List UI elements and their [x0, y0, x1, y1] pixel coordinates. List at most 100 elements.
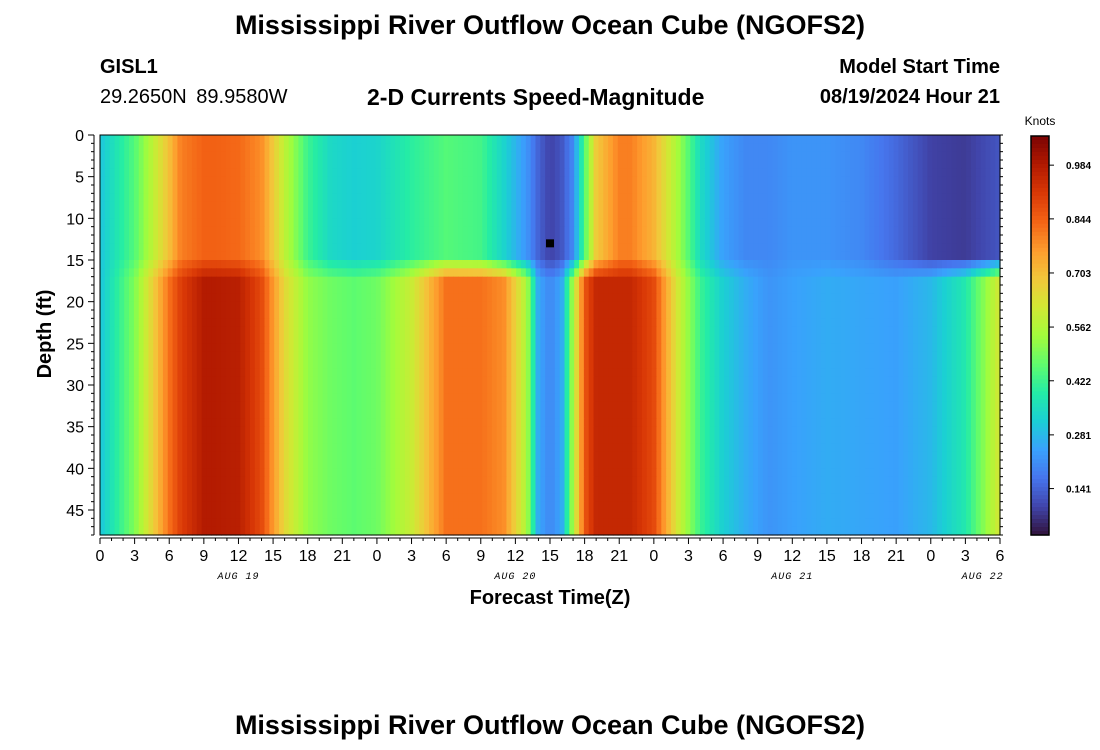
- heatmap-cell: [433, 301, 440, 311]
- heatmap-cell: [162, 351, 169, 361]
- heatmap-cell: [690, 201, 696, 211]
- heatmap-cell: [995, 168, 1001, 178]
- heatmap-cell: [250, 210, 256, 219]
- heatmap-cell: [680, 210, 687, 219]
- heatmap-cell: [216, 251, 222, 261]
- heatmap-cell: [593, 160, 599, 169]
- heatmap-cell: [104, 151, 111, 161]
- heatmap-cell: [622, 201, 629, 211]
- heatmap-cell: [966, 326, 972, 336]
- heatmap-cell: [709, 301, 716, 311]
- heatmap-cell: [133, 276, 140, 286]
- heatmap-cell: [472, 260, 479, 269]
- heatmap-cell: [825, 251, 832, 261]
- heatmap-cell: [680, 143, 687, 153]
- heatmap-cell: [835, 218, 841, 228]
- heatmap-cell: [898, 243, 904, 253]
- heatmap-cell: [574, 268, 580, 278]
- heatmap-cell: [651, 160, 658, 169]
- heatmap-cell: [608, 351, 614, 361]
- heatmap-cell: [254, 260, 261, 269]
- heatmap-cell: [859, 201, 866, 211]
- heatmap-cell: [966, 135, 972, 144]
- heatmap-cell: [516, 335, 522, 344]
- heatmap-cell: [651, 201, 658, 211]
- heatmap-cell: [100, 210, 106, 219]
- heatmap-cell: [298, 151, 304, 161]
- heatmap-cell: [738, 343, 745, 353]
- heatmap-cell: [569, 310, 575, 319]
- heatmap-cell: [337, 268, 343, 278]
- heatmap-cell: [390, 210, 396, 219]
- heatmap-cell: [472, 268, 479, 278]
- heatmap-cell: [385, 226, 391, 236]
- heatmap-cell: [462, 176, 469, 186]
- heatmap-cell: [922, 326, 929, 336]
- heatmap-cell: [148, 135, 154, 144]
- heatmap-cell: [443, 151, 449, 161]
- heatmap-cell: [366, 310, 372, 319]
- heatmap-cell: [187, 135, 193, 144]
- heatmap-cell: [100, 143, 106, 153]
- heatmap-cell: [525, 135, 532, 144]
- heatmap-cell: [966, 343, 972, 353]
- heatmap-cell: [995, 151, 1001, 161]
- heatmap-cell: [327, 185, 333, 194]
- heatmap-cell: [608, 335, 614, 344]
- heatmap-cell: [927, 310, 933, 319]
- heatmap-cell: [845, 343, 851, 353]
- heatmap-cell: [511, 235, 517, 244]
- heatmap-cell: [859, 301, 866, 311]
- heatmap-cell: [704, 226, 711, 236]
- heatmap-cell: [845, 160, 851, 169]
- heatmap-cell: [312, 193, 319, 203]
- heatmap-cell: [414, 168, 420, 178]
- heatmap-cell: [245, 318, 251, 328]
- heatmap-cell: [114, 310, 120, 319]
- heatmap-cell: [704, 135, 711, 144]
- heatmap-cell: [888, 310, 895, 319]
- heatmap-cell: [835, 193, 841, 203]
- heatmap-cell: [322, 351, 329, 361]
- heatmap-cell: [680, 351, 687, 361]
- heatmap-cell: [448, 335, 454, 344]
- heatmap-cell: [414, 176, 420, 186]
- heatmap-cell: [250, 285, 256, 294]
- heatmap-cell: [250, 260, 256, 269]
- heatmap-cell: [709, 193, 716, 203]
- heatmap-cell: [574, 226, 580, 236]
- heatmap-cell: [341, 343, 348, 353]
- heatmap-cell: [661, 160, 667, 169]
- heatmap-cell: [695, 193, 701, 203]
- heatmap-cell: [559, 318, 566, 328]
- heatmap-cell: [883, 276, 890, 286]
- heatmap-cell: [729, 260, 735, 269]
- heatmap-cell: [419, 301, 425, 311]
- heatmap-cell: [927, 226, 933, 236]
- heatmap-cell: [627, 226, 633, 236]
- heatmap-cell: [303, 210, 309, 219]
- heatmap-cell: [845, 293, 851, 303]
- heatmap-cell: [424, 318, 430, 328]
- heatmap-cell: [259, 251, 266, 261]
- heatmap-cell: [158, 293, 164, 303]
- heatmap-cell: [941, 135, 948, 144]
- heatmap-cell: [559, 218, 566, 228]
- heatmap-cell: [443, 243, 449, 253]
- heatmap-cell: [220, 176, 227, 186]
- heatmap-cell: [206, 301, 212, 311]
- heatmap-cell: [898, 326, 904, 336]
- heatmap-cell: [738, 260, 745, 269]
- heatmap-cell: [830, 218, 837, 228]
- heatmap-cell: [927, 318, 933, 328]
- heatmap-cell: [927, 160, 933, 169]
- heatmap-cell: [666, 160, 672, 169]
- heatmap-cell: [612, 210, 619, 219]
- heatmap-cell: [670, 343, 677, 353]
- heatmap-cell: [491, 143, 498, 153]
- heatmap-cell: [467, 268, 474, 278]
- heatmap-cell: [477, 335, 483, 344]
- heatmap-cell: [961, 210, 967, 219]
- heatmap-cell: [119, 260, 125, 269]
- heatmap-cell: [308, 276, 314, 286]
